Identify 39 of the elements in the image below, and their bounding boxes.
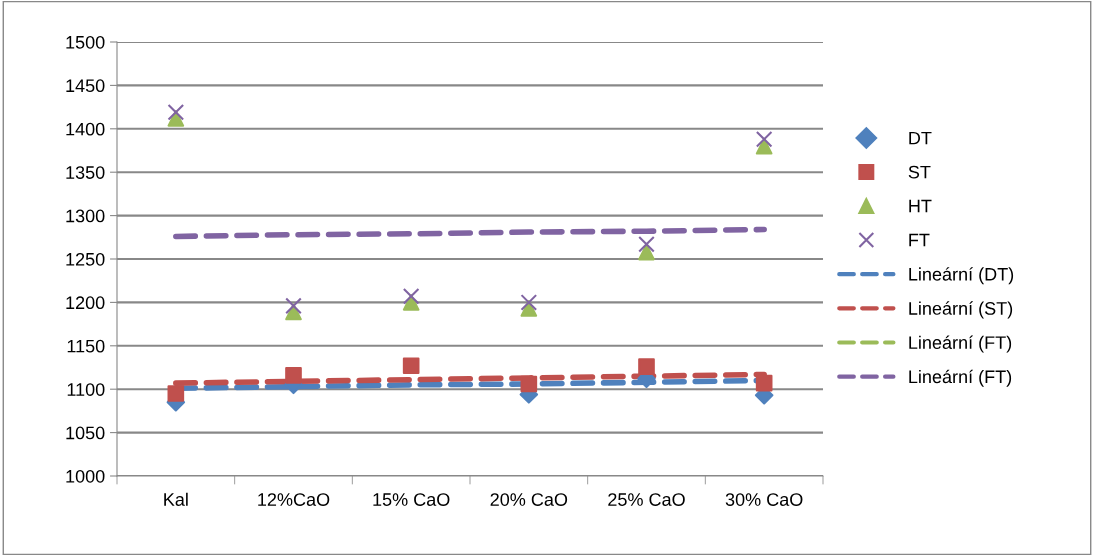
point bbox=[638, 358, 655, 375]
x-tick-label: 20% CaO bbox=[490, 493, 568, 506]
x-tick-label: 25% CaO bbox=[608, 493, 685, 506]
x-tick-label: Kal bbox=[164, 492, 188, 506]
legend-label: HT bbox=[909, 199, 932, 213]
x-tick-label: 30% CaO bbox=[725, 493, 803, 506]
point bbox=[285, 366, 302, 384]
y-tick-label: 1250 bbox=[66, 252, 105, 266]
y-tick-label: 1400 bbox=[66, 122, 105, 136]
y-tick-label: 1300 bbox=[66, 209, 105, 223]
y-tick-label: 1100 bbox=[67, 383, 105, 396]
point bbox=[402, 288, 420, 305]
point bbox=[755, 130, 773, 148]
y-tick-label: 1200 bbox=[66, 296, 105, 310]
y-tick-label: 1000 bbox=[66, 469, 105, 483]
point bbox=[520, 294, 538, 311]
point bbox=[402, 357, 420, 375]
y-tick-label: 1450 bbox=[66, 79, 105, 93]
point bbox=[638, 235, 655, 253]
point bbox=[285, 297, 302, 315]
point bbox=[638, 243, 655, 261]
x-tick-label: 12%CaO bbox=[258, 493, 330, 506]
legend-label: Lineární (DT) bbox=[909, 267, 1014, 285]
legend-label: Lineární (FT) bbox=[909, 369, 1012, 387]
legend-label: Lineární (ST) bbox=[909, 301, 1013, 319]
point bbox=[755, 374, 773, 392]
y-tick-label: 1500 bbox=[66, 35, 105, 49]
legend-label: Lineární (FT) bbox=[909, 335, 1012, 353]
point bbox=[167, 103, 185, 121]
x-tick-label: 15% CaO bbox=[373, 493, 450, 506]
y-tick-label: 1350 bbox=[66, 166, 105, 179]
point bbox=[402, 294, 420, 311]
legend-label: FT bbox=[909, 233, 930, 247]
y-tick-label: 1150 bbox=[67, 339, 105, 353]
legend-label: DT bbox=[909, 131, 932, 145]
point bbox=[520, 375, 538, 393]
legend-label: ST bbox=[908, 165, 931, 179]
point bbox=[167, 385, 185, 402]
y-tick-label: 1050 bbox=[66, 426, 105, 440]
